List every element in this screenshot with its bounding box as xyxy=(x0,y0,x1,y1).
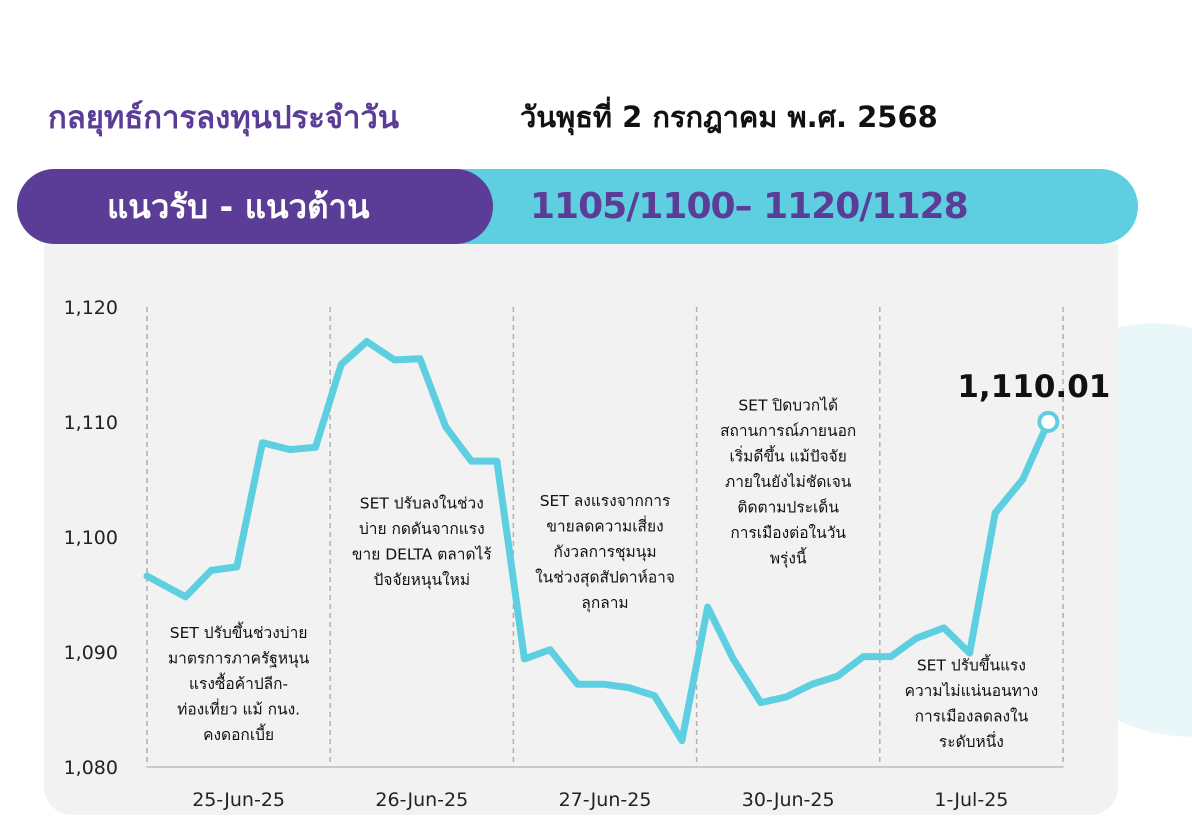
annotation-line: SET ลงแรงจากการ xyxy=(540,492,671,510)
x-tick-label: 27-Jun-25 xyxy=(559,789,652,811)
annotation-line: กังวลการชุมนุม xyxy=(553,543,656,562)
annotation-line: SET ปรับขึ้นแรง xyxy=(917,653,1026,674)
last-point-marker xyxy=(1037,410,1060,433)
y-tick-label: 1,090 xyxy=(64,642,118,664)
y-tick-label: 1,120 xyxy=(64,297,118,319)
annotation-line: เริ่มดีขึ้น แม้ปัจจัย xyxy=(730,445,847,466)
x-tick-label: 30-Jun-25 xyxy=(742,789,835,811)
annotation-line: ขายลดความเสี่ยง xyxy=(546,515,663,535)
y-tick-label: 1,080 xyxy=(64,757,118,779)
y-tick-label: 1,110 xyxy=(64,412,118,434)
annotation-line: SET ปิดบวกได้ xyxy=(738,397,838,415)
annotation-line: SET ปรับลงในช่วง xyxy=(360,494,484,512)
annotation-line: มาตรการภาครัฐหนุน xyxy=(168,650,310,669)
annotation-line: แรงซื้อค้าปลีก- xyxy=(189,672,288,693)
annotation-line: ภายในยังไม่ชัดเจน xyxy=(725,473,852,491)
annotation-line: ลุกลาม xyxy=(581,594,628,613)
annotation-line: การเมืองลดลงใน xyxy=(915,707,1029,725)
annotation-line: คงดอกเบี้ย xyxy=(203,723,274,744)
annotation-line: ในช่วงสุดสัปดาห์อาจ xyxy=(535,568,675,587)
chart-panel xyxy=(44,244,1118,815)
annotation-line: สถานการณ์ภายนอก xyxy=(720,422,856,440)
annotation-line: ขาย DELTA ตลาดไร้ xyxy=(352,545,492,563)
annotations: SET ปรับขึ้นช่วงบ่ายมาตรการภาครัฐหนุนแรง… xyxy=(168,397,1038,751)
annotation-line: ติดตามประเด็น xyxy=(737,498,839,517)
annotation-line: บ่าย กดดันจากแรง xyxy=(359,520,485,538)
x-tick-label: 26-Jun-25 xyxy=(375,789,468,811)
report-date: วันพุธที่ 2 กรกฎาคม พ.ศ. 2568 xyxy=(520,100,938,134)
annotation-line: ท่องเที่ยว แม้ กนง. xyxy=(177,699,300,719)
annotation-line: พรุ่งนี้ xyxy=(770,547,807,569)
x-tick-label: 25-Jun-25 xyxy=(192,789,285,811)
series-layer: 1,110.01 xyxy=(143,338,1110,745)
levels-values: 1105/1100– 1120/1128 xyxy=(530,186,969,227)
last-value-label: 1,110.01 xyxy=(957,369,1110,405)
series-line xyxy=(143,338,1052,745)
annotation-line: ปัจจัยหนุนใหม่ xyxy=(374,571,471,590)
annotation-line: ระดับหนึ่ง xyxy=(939,731,1004,751)
annotation-line: ความไม่แน่นอนทาง xyxy=(905,682,1039,700)
axes: 1,080 1,090 1,100 1,110 1,120 25-Jun-25 26-Jun… xyxy=(64,297,1063,811)
annotation-line: การเมืองต่อในวัน xyxy=(730,524,846,542)
x-tick-label: 1-Jul-25 xyxy=(934,789,1008,811)
annotation-line: SET ปรับขึ้นช่วงบ่าย xyxy=(170,621,308,642)
levels-label: แนวรับ - แนวต้าน xyxy=(17,169,493,244)
page-title: กลยุทธ์การลงทุนประจำวัน xyxy=(48,100,400,136)
day-separators xyxy=(146,307,1064,767)
y-tick-label: 1,100 xyxy=(64,527,118,549)
